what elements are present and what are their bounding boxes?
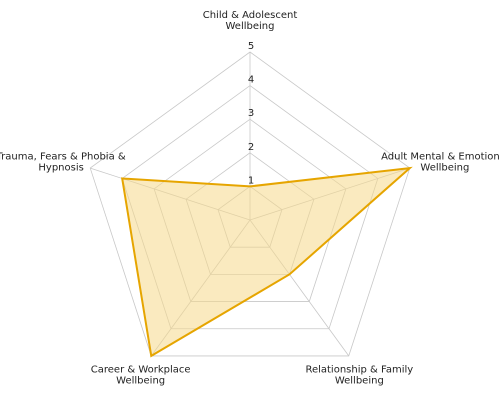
radar-series [120, 166, 413, 358]
tick-label-4: 4 [248, 75, 254, 86]
category-label-3: Relationship & Family Wellbeing [305, 364, 413, 386]
data-polygon [120, 166, 413, 358]
category-label-4: Career & Workplace Wellbeing [91, 364, 191, 386]
radial-tick-labels: 1 2 3 4 5 [248, 41, 254, 186]
tick-label-2: 2 [248, 142, 254, 153]
grid-ring-5 [89, 51, 411, 357]
tick-label-5: 5 [248, 41, 254, 52]
category-label-5: Trauma, Fears & Phobia & Hypnosis [0, 152, 126, 174]
tick-label-1: 1 [248, 175, 254, 186]
category-labels: Child & Adolescent Wellbeing Adult Mental … [0, 10, 500, 386]
grid-ring-4 [121, 85, 379, 330]
tick-label-3: 3 [248, 108, 254, 119]
category-label-1: Child & Adolescent Wellbeing [203, 10, 298, 32]
category-label-2: Adult Mental & Emotional Wellbeing [381, 152, 500, 174]
